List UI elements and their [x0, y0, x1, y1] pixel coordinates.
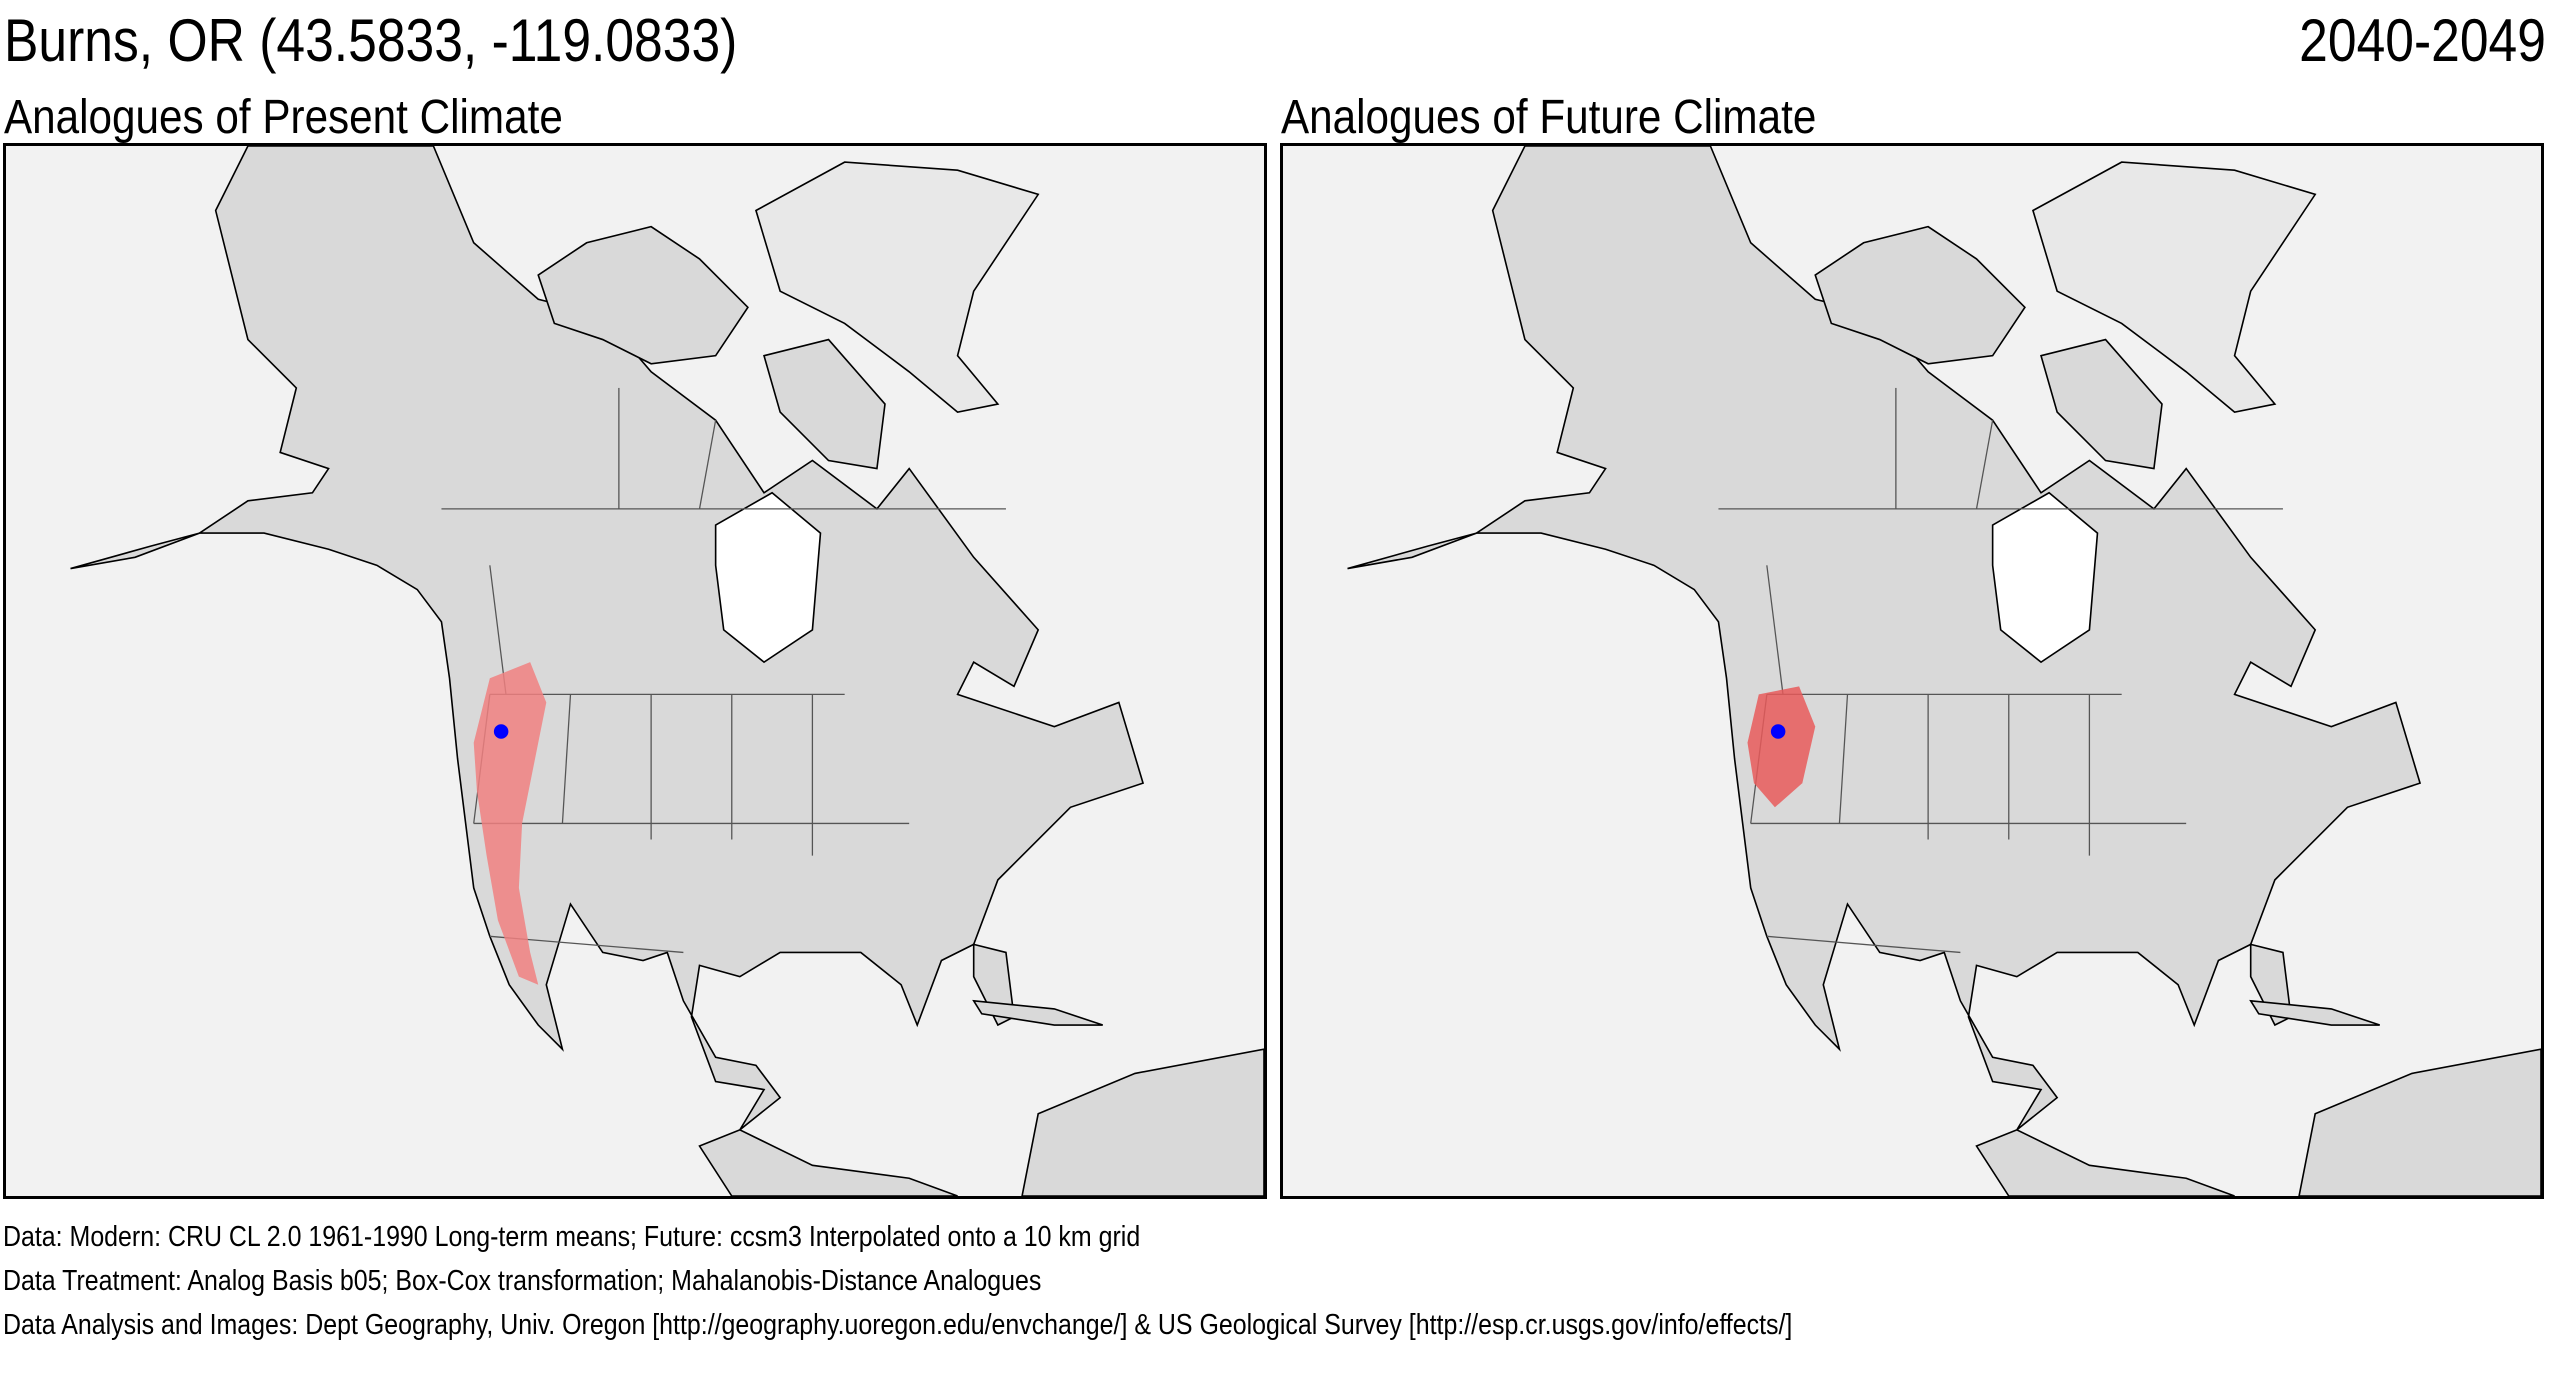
north-america-landmass	[1473, 146, 2422, 1196]
political-boundary	[489, 565, 507, 695]
arctic-islands	[1814, 225, 2026, 365]
north-america-landmass	[196, 146, 1145, 1196]
location-title: Burns, OR (43.5833, -119.0833)	[4, 7, 738, 74]
political-boundary	[698, 420, 717, 510]
alaska-peninsula	[1347, 532, 1477, 570]
political-boundary	[1766, 565, 1784, 695]
future-map-canvas	[1283, 146, 2541, 1196]
site-marker	[493, 724, 509, 739]
footer-data-treatment: Data Treatment: Analog Basis b05; Box-Co…	[3, 1265, 1042, 1297]
analog-region	[1747, 686, 1816, 808]
analog-region	[473, 662, 547, 985]
future-map-title: Analogues of Future Climate	[1281, 91, 1817, 144]
greenland	[2032, 161, 2317, 413]
south-america	[1021, 1048, 1264, 1196]
baffin-island	[763, 338, 886, 470]
footer-data-source: Data: Modern: CRU CL 2.0 1961-1990 Long-…	[3, 1221, 1141, 1253]
political-boundary	[1766, 935, 1961, 954]
arctic-islands	[537, 225, 749, 365]
cuba	[972, 999, 1103, 1026]
political-boundary	[1975, 420, 1994, 510]
hudson-bay	[714, 491, 822, 664]
present-map-title: Analogues of Present Climate	[4, 91, 563, 144]
hudson-bay	[1991, 491, 2099, 664]
footer-credits: Data Analysis and Images: Dept Geography…	[3, 1309, 1793, 1341]
present-climate-map	[3, 143, 1267, 1199]
cuba	[2249, 999, 2380, 1026]
south-america	[2298, 1048, 2541, 1196]
baffin-island	[2040, 338, 2163, 470]
political-boundary	[561, 694, 572, 824]
political-boundary	[1838, 694, 1849, 824]
alaska-peninsula	[70, 532, 200, 570]
site-marker	[1770, 724, 1786, 739]
period-label: 2040-2049	[2299, 7, 2546, 74]
present-map-canvas	[6, 146, 1264, 1196]
greenland	[755, 161, 1040, 413]
future-climate-map	[1280, 143, 2544, 1199]
